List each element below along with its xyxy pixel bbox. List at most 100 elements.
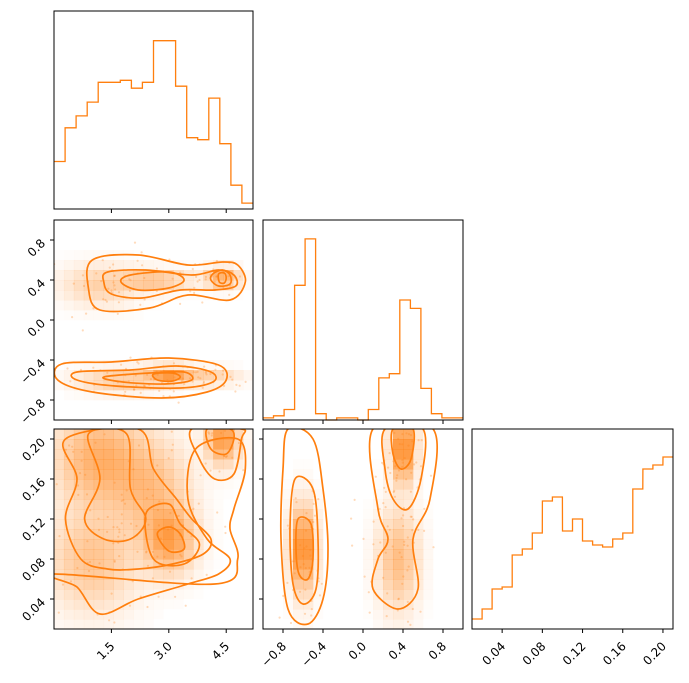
sample-point xyxy=(372,520,375,523)
density-cell xyxy=(223,260,234,271)
density-cell xyxy=(223,459,234,470)
density-cell xyxy=(313,589,324,600)
density-cell xyxy=(383,609,394,620)
contour-line xyxy=(368,429,439,610)
sample-point xyxy=(188,377,192,380)
density-cell xyxy=(373,589,384,600)
sample-point xyxy=(227,275,230,278)
density-cell xyxy=(173,569,184,580)
sample-point xyxy=(244,380,247,383)
density-cell xyxy=(413,459,424,470)
density-cell xyxy=(383,449,394,460)
sample-point xyxy=(423,529,426,533)
density-cell xyxy=(393,429,404,440)
density-cell xyxy=(193,370,204,381)
density-cell xyxy=(73,619,85,629)
density-cell xyxy=(113,529,124,540)
sample-point xyxy=(40,541,42,543)
sample-point xyxy=(310,614,313,617)
x-tick-label-1-2: 0.0 xyxy=(346,639,369,662)
density-cell xyxy=(113,300,124,311)
sample-point xyxy=(129,356,132,359)
density-cell xyxy=(143,390,154,401)
y-tick-label-2-3: 0.16 xyxy=(19,475,48,504)
density-cell xyxy=(193,499,204,510)
density-cell xyxy=(54,310,64,320)
sample-point xyxy=(190,577,193,580)
density-cell xyxy=(113,380,124,391)
sample-point xyxy=(192,507,195,510)
density-cell xyxy=(84,250,94,260)
density-cell xyxy=(193,439,204,450)
density-cell xyxy=(383,579,394,590)
density-cell xyxy=(113,439,124,450)
density-cell xyxy=(54,599,65,610)
sample-point xyxy=(81,329,84,332)
density-cell xyxy=(403,439,414,450)
sample-point xyxy=(113,481,116,484)
density-cell xyxy=(93,260,105,271)
sample-point xyxy=(110,592,113,595)
density-cell xyxy=(103,469,114,480)
density-cell xyxy=(223,380,234,391)
density-cell xyxy=(123,459,134,470)
density-cell xyxy=(63,599,75,610)
density-cell xyxy=(393,539,404,550)
sample-point xyxy=(309,554,312,557)
y-tick-label-1-2: 0.0 xyxy=(25,316,48,339)
density-cell xyxy=(153,519,164,530)
density-cell xyxy=(153,589,164,600)
density-cell xyxy=(143,280,154,291)
sample-point xyxy=(76,566,79,570)
density-cell xyxy=(133,569,144,580)
sample-point xyxy=(350,517,353,520)
density-cell xyxy=(373,539,384,550)
density-cell xyxy=(373,609,384,620)
sample-point xyxy=(143,385,146,388)
density-cell xyxy=(413,569,424,580)
density-cell xyxy=(243,449,253,460)
density-cell xyxy=(173,479,184,490)
sample-point xyxy=(81,274,84,277)
sample-point xyxy=(302,563,305,566)
sample-point xyxy=(224,525,227,528)
density-cell xyxy=(93,599,105,610)
density-cell xyxy=(183,280,194,291)
density-cell xyxy=(363,559,374,570)
density-cell xyxy=(413,499,424,510)
density-cell xyxy=(193,539,204,550)
density-cell xyxy=(73,499,85,510)
sample-point xyxy=(40,465,42,467)
sample-point xyxy=(98,562,101,565)
density-cell xyxy=(143,519,154,530)
density-cell xyxy=(133,439,144,450)
sample-point xyxy=(168,395,171,398)
sample-point xyxy=(298,590,302,593)
density-cell xyxy=(163,549,174,560)
density-cell xyxy=(363,519,373,529)
sample-point xyxy=(151,550,154,554)
density-cell xyxy=(54,300,65,311)
density-cell xyxy=(283,499,294,510)
sample-point xyxy=(195,275,198,278)
density-cell xyxy=(63,370,75,381)
density-cell xyxy=(163,439,174,450)
density-cell xyxy=(223,429,234,440)
density-cell xyxy=(163,260,174,271)
density-cell xyxy=(163,569,174,580)
density-cell xyxy=(63,469,75,480)
sample-point xyxy=(179,553,182,556)
density-cell xyxy=(153,449,164,460)
sample-point xyxy=(110,289,113,292)
density-cell xyxy=(403,609,414,620)
sample-point xyxy=(414,407,416,409)
density-cell xyxy=(193,509,204,520)
density-cell xyxy=(93,619,105,629)
density-cell xyxy=(413,599,424,610)
sample-point xyxy=(156,555,159,558)
sample-point xyxy=(204,371,207,374)
sample-point xyxy=(122,499,125,502)
sample-point xyxy=(386,525,389,528)
sample-point xyxy=(107,287,110,290)
density-cell xyxy=(173,380,184,391)
